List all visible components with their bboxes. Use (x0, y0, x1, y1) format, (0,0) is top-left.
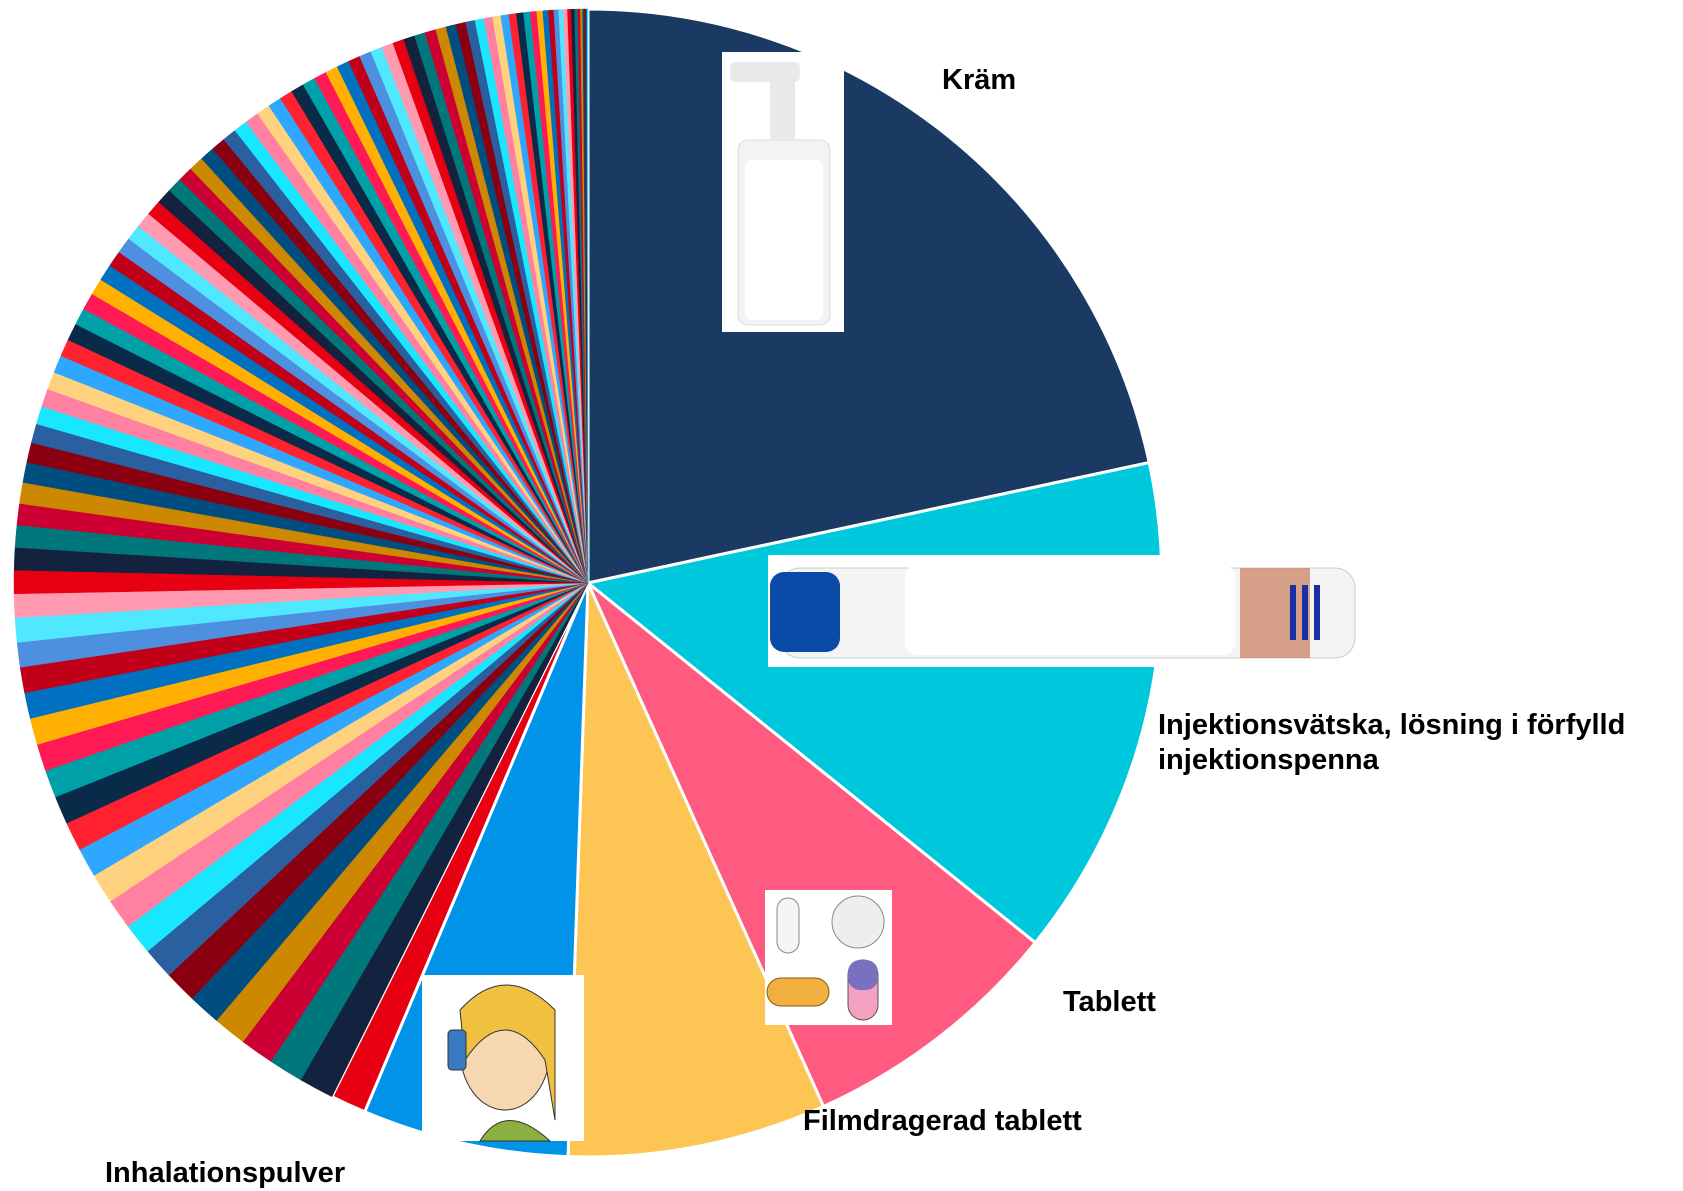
page: Kräm Injektionsvätska, lösning i förfylld… (0, 0, 1683, 1190)
slice-label: Kräm (942, 63, 1016, 98)
pills-image (765, 890, 892, 1025)
chart (0, 0, 1683, 1190)
pen-image (768, 555, 1368, 667)
slice-label: Filmdragerad tablett (803, 1104, 1082, 1139)
slice-label: Inhalationspulver (105, 1156, 345, 1191)
cream-image (722, 52, 844, 332)
slice-label: Injektionsvätska, lösning i förfylld inj… (1158, 708, 1678, 778)
slice-label: Tablett (1063, 985, 1156, 1020)
inhaler-image (422, 975, 584, 1141)
